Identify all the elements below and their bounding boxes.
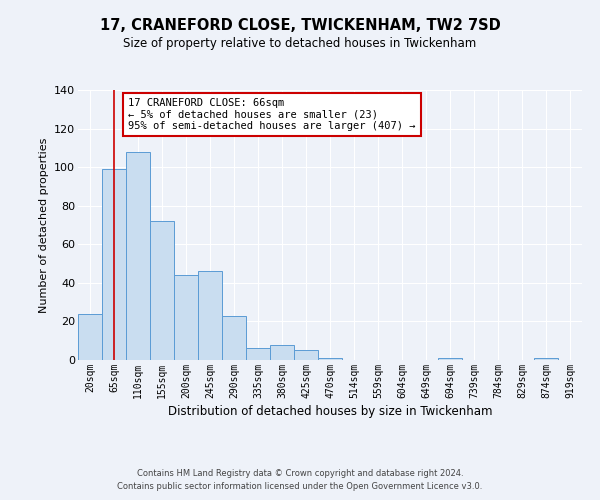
Bar: [438, 358, 462, 360]
Bar: [126, 152, 150, 360]
Bar: [174, 275, 198, 360]
Text: Size of property relative to detached houses in Twickenham: Size of property relative to detached ho…: [124, 38, 476, 51]
Text: Contains HM Land Registry data © Crown copyright and database right 2024.: Contains HM Land Registry data © Crown c…: [137, 468, 463, 477]
Bar: [198, 272, 222, 360]
Bar: [78, 314, 102, 360]
Bar: [102, 169, 126, 360]
Y-axis label: Number of detached properties: Number of detached properties: [38, 138, 49, 312]
Bar: [222, 316, 246, 360]
Bar: [534, 358, 558, 360]
X-axis label: Distribution of detached houses by size in Twickenham: Distribution of detached houses by size …: [168, 405, 492, 418]
Text: 17, CRANEFORD CLOSE, TWICKENHAM, TW2 7SD: 17, CRANEFORD CLOSE, TWICKENHAM, TW2 7SD: [100, 18, 500, 32]
Bar: [246, 348, 270, 360]
Bar: [150, 221, 174, 360]
Text: Contains public sector information licensed under the Open Government Licence v3: Contains public sector information licen…: [118, 482, 482, 491]
Bar: [294, 350, 318, 360]
Bar: [318, 358, 342, 360]
Text: 17 CRANEFORD CLOSE: 66sqm
← 5% of detached houses are smaller (23)
95% of semi-d: 17 CRANEFORD CLOSE: 66sqm ← 5% of detach…: [128, 98, 416, 131]
Bar: [270, 344, 294, 360]
